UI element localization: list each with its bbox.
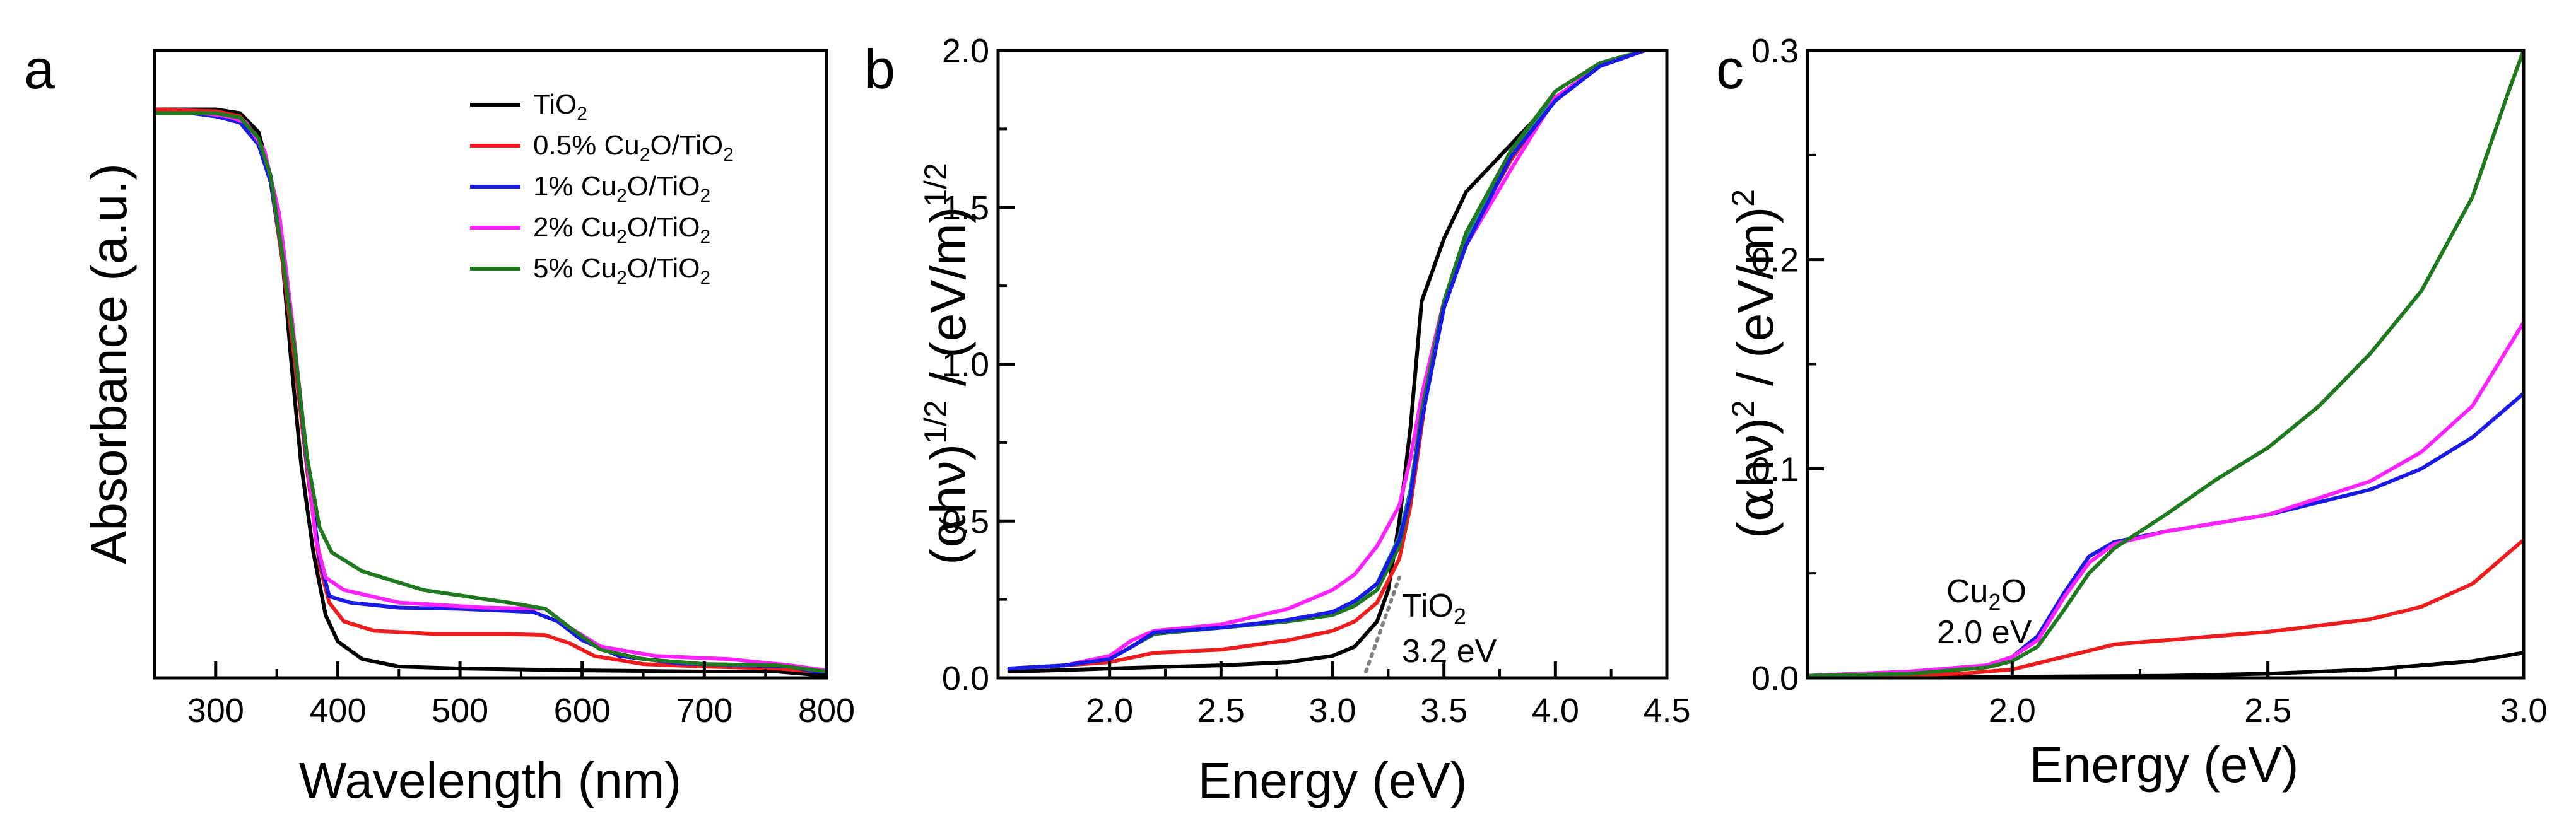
panel-c-ytick-label-1: 0.1 (1751, 450, 1799, 488)
panel-c-ytick-label-2: 0.2 (1751, 242, 1799, 279)
panel-b-ytick-label-3: 1.5 (942, 189, 989, 227)
panel-b-ytick-label-0: 0.0 (942, 660, 989, 697)
panel-a-xtick-label-1: 400 (309, 692, 366, 730)
panel-b-series-line-4 (1007, 50, 1647, 671)
panel-c-xtick-label-0: 2.0 (1989, 692, 2036, 730)
panel-b-series-line-0 (1007, 50, 1647, 673)
panel-letter-b: b (864, 38, 895, 100)
panel-c-ytick-label-3: 0.3 (1751, 32, 1799, 70)
panel-b: 2.0 2.5 3.0 3.5 4.0 4.5 0.0 0.5 1.0 1.5 2.0 TiO2 3… (918, 32, 1691, 808)
panel-c-frame (1806, 49, 2526, 680)
panel-c-series-line-3 (1808, 320, 2524, 678)
panel-b-ytick-label-2: 1.0 (942, 346, 989, 384)
panel-a-frame (153, 49, 828, 680)
panel-c-ytick-label-0: 0.0 (1751, 660, 1799, 697)
panel-b-xtick-label-3: 3.5 (1420, 692, 1467, 730)
panel-b-ticks: 2.0 2.5 3.0 3.5 4.0 4.5 0.0 0.5 1.0 1.5 2.0 (942, 32, 1691, 730)
panel-b-frame (996, 49, 1669, 680)
panel-b-xtick-label-4: 4.0 (1532, 692, 1579, 730)
panel-c-annotation-line2: 2.0 eV (1937, 614, 2032, 651)
panel-a-xtick-label-4: 700 (676, 692, 732, 730)
panel-b-annotation-line2: 3.2 eV (1402, 633, 1497, 670)
panel-a-series-line-4 (155, 111, 826, 673)
panel-a: 300 400 500 600 700 800 TiO2 0.5% Cu2O/TiO2 1% … (81, 49, 855, 808)
panel-a-ylabel: Absorbance (a.u.) (81, 163, 137, 564)
panel-letter-a: a (24, 38, 55, 100)
panel-b-annotation-line1: TiO2 (1402, 588, 1466, 629)
panel-c-xlabel: Energy (eV) (2030, 737, 2299, 793)
legend-label-0: TiO2 (533, 89, 587, 124)
panel-c: 2.0 2.5 3.0 0.0 0.1 0.2 0.3 Cu2O 2.0 eV Energy… (1726, 32, 2548, 793)
panel-c-ylabel: (αhν)2 / (eV/m)2 (1726, 189, 1785, 539)
panel-b-series (1007, 50, 1647, 673)
panel-b-tauc-tangent (1364, 575, 1401, 674)
panel-b-xtick-label-2: 3.0 (1309, 692, 1356, 730)
panel-c-series-line-1 (1808, 538, 2524, 678)
legend-label-2: 1% Cu2O/TiO2 (533, 171, 710, 206)
panel-c-ticks: 2.0 2.5 3.0 0.0 0.1 0.2 0.3 (1751, 32, 2548, 730)
panel-b-series-line-3 (1007, 50, 1647, 671)
panel-b-series-line-1 (1007, 50, 1647, 671)
panel-c-xtick-label-2: 3.0 (2500, 692, 2547, 730)
panel-b-ylabel: (αhν)1/2 / (eV/m)1/2 (918, 163, 977, 565)
panel-a-ticks: 300 400 500 600 700 800 (187, 661, 855, 730)
panel-a-series-line-2 (155, 111, 826, 673)
panel-a-xtick-label-0: 300 (187, 692, 244, 730)
panel-b-ytick-label-4: 2.0 (942, 32, 989, 70)
panel-a-xlabel: Wavelength (nm) (299, 752, 681, 808)
legend-label-1: 0.5% Cu2O/TiO2 (533, 130, 734, 165)
panel-a-xtick-label-3: 600 (554, 692, 611, 730)
panel-b-ytick-label-1: 0.5 (942, 503, 989, 540)
panel-c-xtick-label-1: 2.5 (2244, 692, 2291, 730)
panel-a-series (155, 107, 826, 677)
panel-b-xtick-label-0: 2.0 (1086, 692, 1133, 730)
panel-letter-c: c (1716, 38, 1744, 100)
legend-label-3: 2% Cu2O/TiO2 (533, 212, 710, 247)
panel-b-xtick-label-1: 2.5 (1197, 692, 1245, 730)
panel-c-series-line-2 (1808, 391, 2524, 678)
panel-b-xlabel: Energy (eV) (1198, 752, 1467, 808)
panel-c-series-line-4 (1808, 50, 2524, 678)
panel-b-series-line-2 (1007, 50, 1647, 671)
panel-c-series (1808, 50, 2524, 678)
panel-a-series-line-3 (155, 111, 826, 673)
panel-a-legend: TiO2 0.5% Cu2O/TiO2 1% Cu2O/TiO2 2% Cu2O/Ti… (470, 89, 734, 288)
legend-label-4: 5% Cu2O/TiO2 (533, 253, 710, 288)
panel-a-series-line-0 (155, 107, 826, 677)
panel-a-xtick-label-2: 500 (432, 692, 488, 730)
panel-a-xtick-label-5: 800 (798, 692, 855, 730)
panel-a-series-line-1 (155, 107, 826, 673)
panel-c-annotation-line1: Cu2O (1946, 573, 2026, 615)
panel-b-series-line-5 (1007, 50, 1647, 671)
panel-b-xtick-label-5: 4.5 (1643, 692, 1690, 730)
